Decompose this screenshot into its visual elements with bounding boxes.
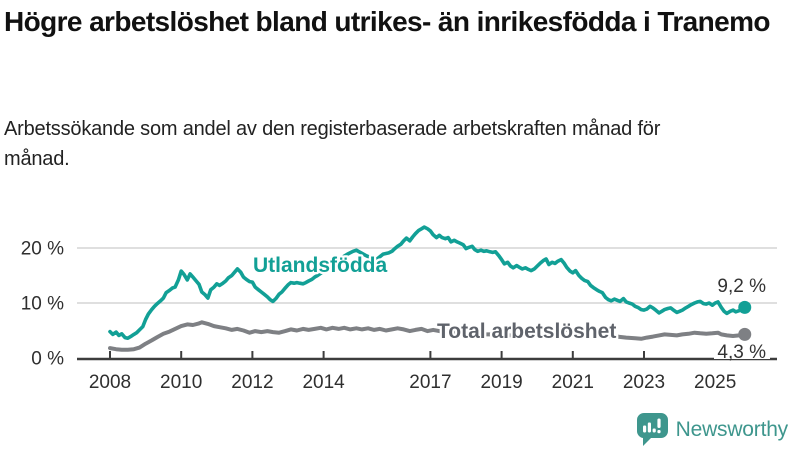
y-tick-label: 20 %: [21, 239, 64, 260]
newsworthy-icon: [636, 413, 668, 446]
x-tick-label: 2017: [409, 372, 451, 393]
newsworthy-logo[interactable]: Newsworthy: [636, 412, 789, 448]
y-tick-label: 10 %: [21, 294, 64, 315]
end-value-label: 9,2 %: [717, 276, 766, 297]
series-end-dot: [738, 327, 752, 341]
x-tick-label: 2010: [160, 372, 202, 393]
series-label: Utlandsfödda: [253, 254, 387, 277]
page-title: Högre arbetslöshet bland utrikes- än inr…: [4, 6, 771, 37]
series-end-dot: [738, 300, 752, 314]
x-tick-label: 2021: [552, 372, 594, 393]
newsworthy-wordmark: Newsworthy: [675, 418, 789, 441]
y-tick-label: 0 %: [31, 349, 64, 370]
x-tick-label: 2025: [694, 372, 736, 393]
x-tick-label: 2008: [89, 372, 131, 393]
end-value-label: 4,3 %: [717, 342, 766, 363]
x-tick-label: 2023: [623, 372, 665, 393]
series-label: Total arbetslöshet: [437, 320, 616, 343]
x-tick-label: 2012: [231, 372, 273, 393]
x-tick-label: 2014: [302, 372, 345, 393]
series-line-total: [108, 320, 747, 352]
x-tick-label: 2019: [480, 372, 522, 393]
series-line-utlandsfodda: [108, 225, 747, 341]
value-label-backdrop: [714, 343, 770, 359]
chart-subtitle: Arbetssökande som andel av den registerb…: [4, 118, 661, 170]
